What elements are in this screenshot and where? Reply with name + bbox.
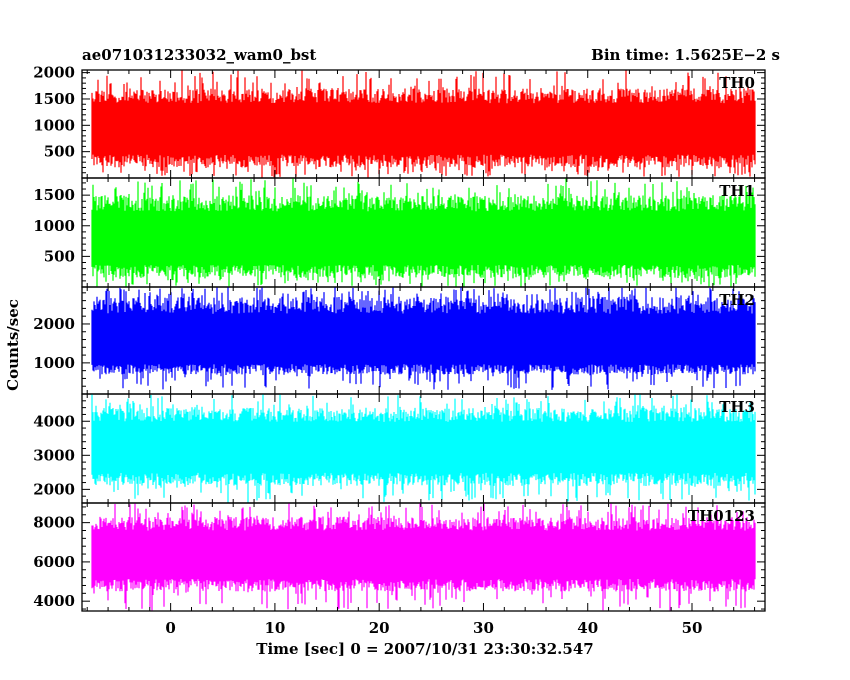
y-tick-label: 1000: [33, 354, 75, 372]
panel-th2: 1000 2000 TH2: [33, 286, 766, 395]
x-axis-label: Time [sec] 0 = 2007/10/31 23:30:32.547: [256, 640, 593, 658]
panel-th1: 500 1000 1500 TH1: [33, 177, 766, 288]
x-tick-label: 0: [165, 619, 175, 637]
y-tick-label: 1500: [33, 186, 75, 204]
y-tick-label: 8000: [33, 514, 75, 532]
y-tick-label: 2000: [33, 315, 75, 333]
x-tick-label: 20: [369, 619, 390, 637]
x-tick-label: 50: [682, 619, 703, 637]
series-th3: [91, 394, 756, 503]
panel-th3: 2000 3000 4000 TH3: [33, 393, 766, 504]
x-tick-label: 40: [577, 619, 598, 637]
y-tick-label: 2000: [33, 64, 75, 82]
y-tick-label: 4000: [33, 592, 75, 610]
y-tick-label: 3000: [33, 446, 75, 464]
y-tick-label: 500: [44, 143, 75, 161]
panel-label: TH3: [719, 398, 755, 416]
panel-th0123: 4000 6000 8000 TH0123: [33, 502, 766, 612]
y-tick-label: 1000: [33, 116, 75, 134]
x-tick-label: 30: [473, 619, 494, 637]
y-tick-label: 1500: [33, 90, 75, 108]
chart-title-right: Bin time: 1.5625E−2 s: [591, 46, 780, 64]
panel-label: TH2: [719, 291, 755, 309]
series-th2: [91, 287, 756, 390]
panel-frame: [81, 502, 766, 612]
y-tick-label: 2000: [33, 480, 75, 498]
panel-label: TH0123: [688, 507, 755, 525]
panel-label: TH1: [719, 182, 755, 200]
panel-label: TH0: [719, 74, 755, 92]
chart-title-left: ae071031233032_wam0_bst: [82, 46, 316, 64]
x-tick-label: 10: [264, 619, 285, 637]
y-tick-label: 4000: [33, 412, 75, 430]
y-axis-label: Counts/sec: [4, 299, 22, 391]
y-tick-label: 6000: [33, 553, 75, 571]
series-th0: [91, 70, 756, 178]
y-tick-label: 1000: [33, 217, 75, 235]
series-th1: [91, 178, 756, 287]
panel-th0: 500 1000 1500 2000 TH0: [33, 64, 766, 179]
series-th0123: [91, 503, 756, 611]
y-tick-label: 500: [44, 247, 75, 265]
